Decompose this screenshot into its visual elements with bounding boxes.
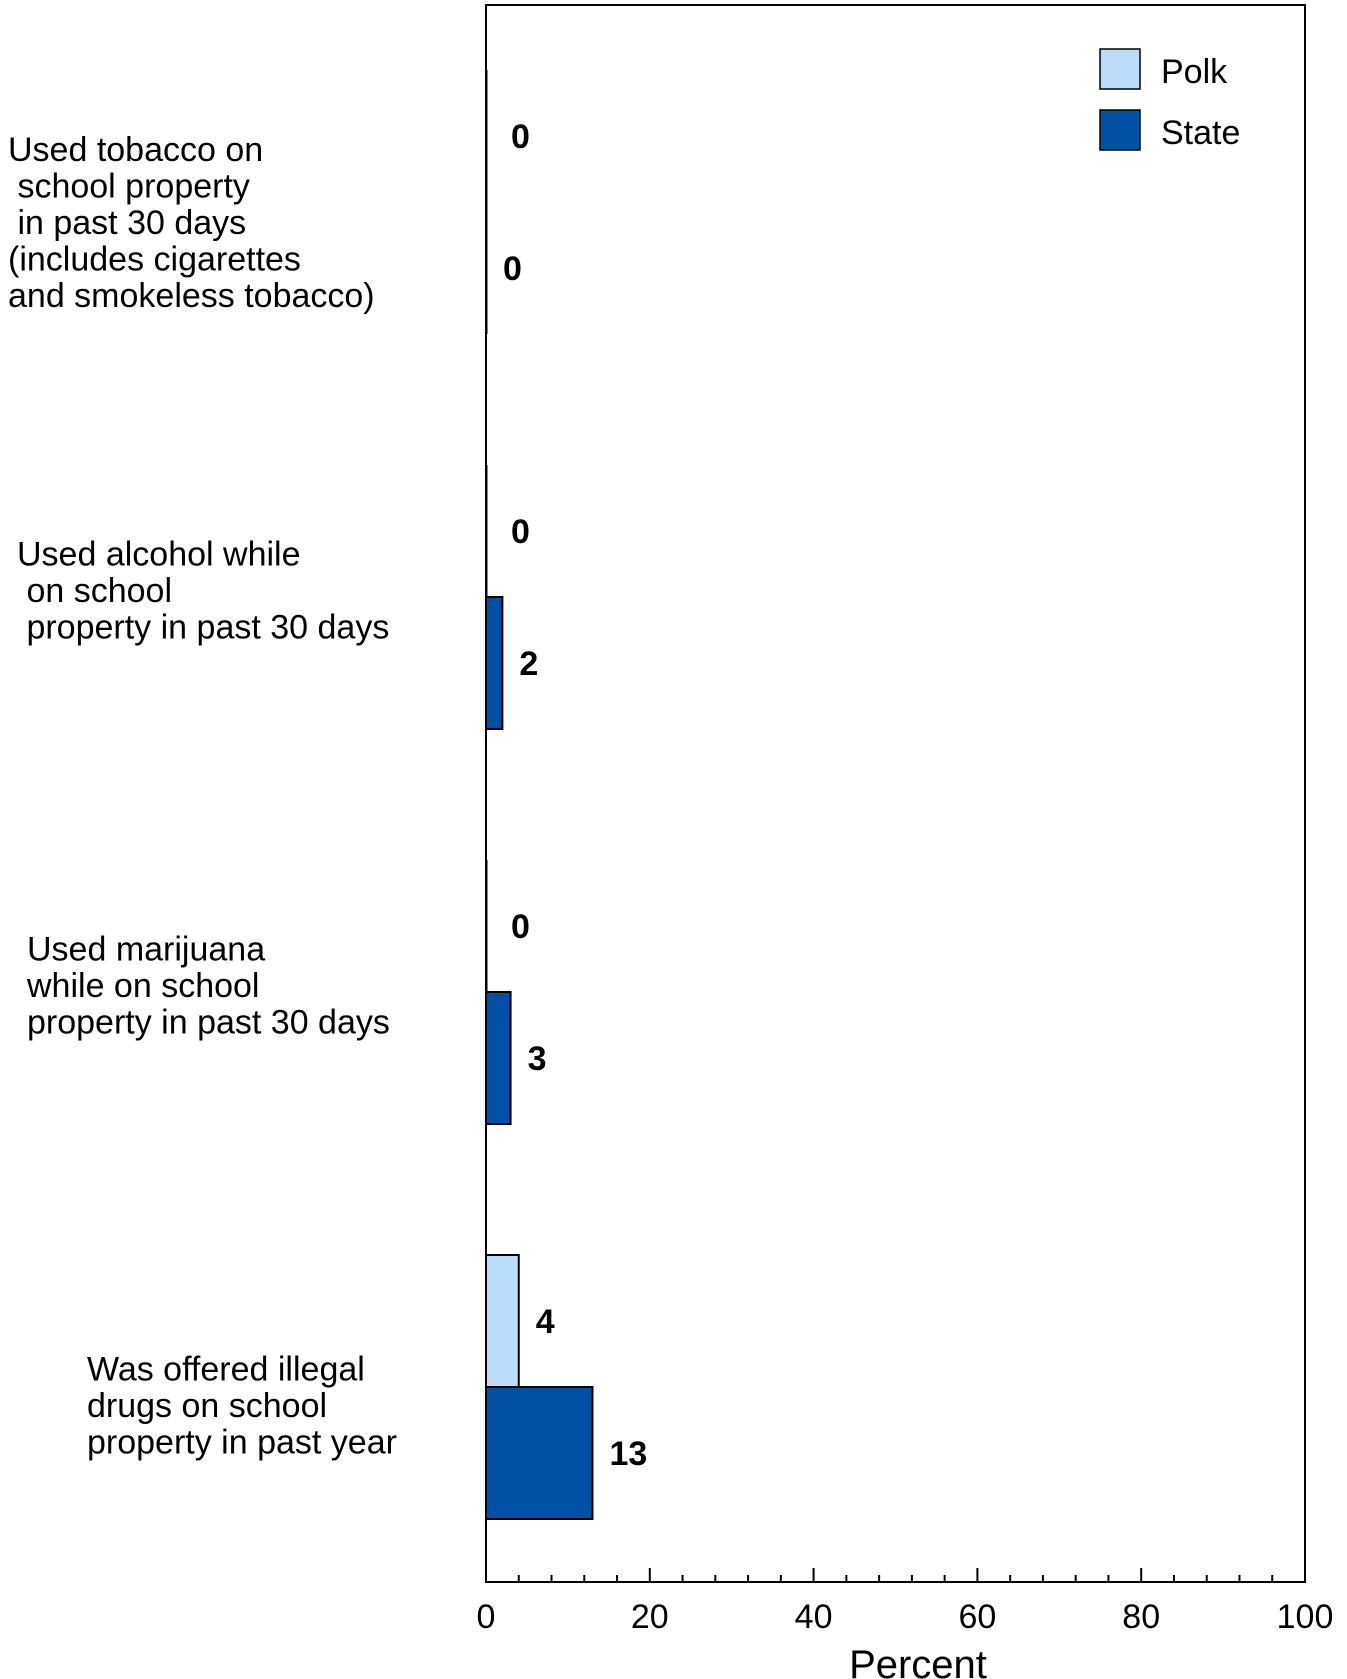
legend-swatch-state bbox=[1099, 109, 1141, 151]
value-label: 0 bbox=[511, 513, 530, 551]
category-labels: Used tobacco on school property in past … bbox=[8, 131, 397, 1462]
category-label: Was offered illegal drugs on school proper… bbox=[87, 1351, 397, 1462]
bar-state bbox=[485, 991, 512, 1125]
bar-state bbox=[485, 1386, 594, 1520]
value-labels: 0 0 0 4 0 2 3 13 bbox=[503, 118, 647, 1473]
x-tick-label: 20 bbox=[631, 1598, 669, 1636]
category-label: Used alcohol while on school property in… bbox=[17, 536, 389, 647]
legend-label-state: State bbox=[1161, 114, 1240, 152]
legend: Polk State bbox=[1099, 48, 1240, 152]
category-label: Used marijuana while on school property in… bbox=[26, 931, 390, 1042]
bars bbox=[485, 70, 594, 1520]
legend-swatch-polk bbox=[1099, 48, 1141, 90]
value-label: 13 bbox=[609, 1435, 647, 1473]
bar-polk bbox=[485, 1254, 520, 1388]
x-tick-label: 100 bbox=[1277, 1598, 1334, 1636]
value-label: 0 bbox=[503, 250, 522, 288]
plot-frame bbox=[485, 4, 1306, 1583]
x-tick-label: 0 bbox=[477, 1598, 496, 1636]
legend-label-polk: Polk bbox=[1161, 53, 1228, 91]
value-label: 0 bbox=[511, 118, 530, 156]
bar-state bbox=[485, 596, 504, 730]
x-tick-label: 80 bbox=[1122, 1598, 1160, 1636]
x-tick-label: 40 bbox=[795, 1598, 833, 1636]
value-label: 4 bbox=[536, 1303, 555, 1341]
x-tick-label: 60 bbox=[958, 1598, 996, 1636]
category-label: Used tobacco on school property in past … bbox=[8, 131, 375, 315]
value-label: 0 bbox=[511, 908, 530, 946]
value-label: 2 bbox=[519, 645, 538, 683]
x-axis-ticks: 0 20 40 60 80 100 bbox=[477, 1568, 1334, 1636]
value-label: 3 bbox=[528, 1040, 547, 1078]
x-axis-title: Percent bbox=[849, 1643, 987, 1679]
